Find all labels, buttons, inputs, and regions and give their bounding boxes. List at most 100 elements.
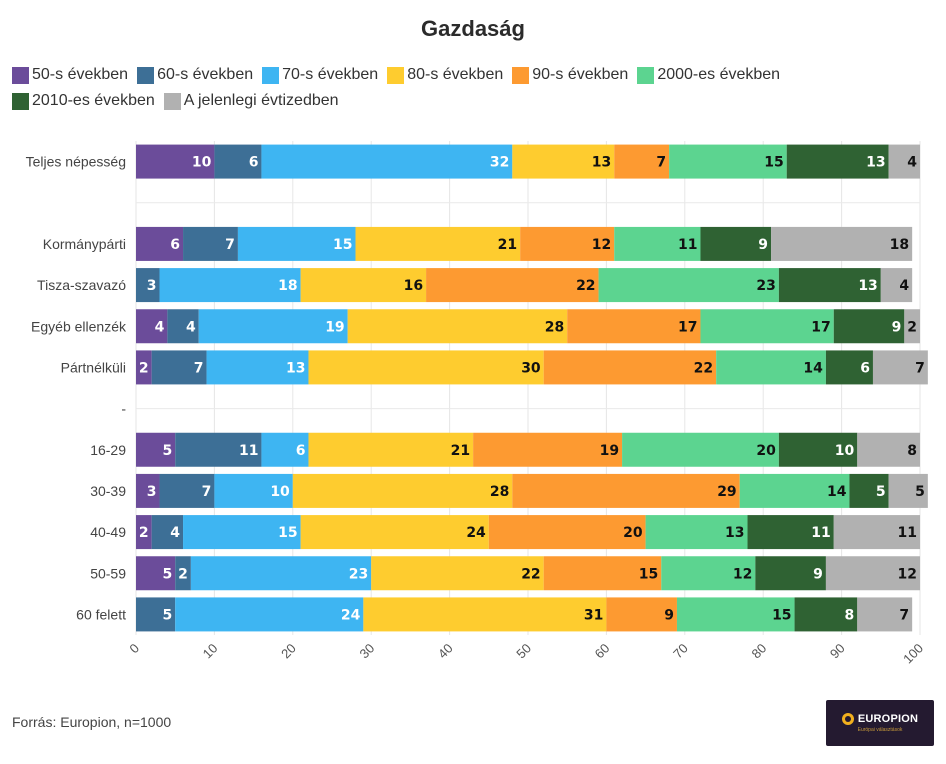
bar-segment[interactable] bbox=[778, 268, 881, 303]
europion-logo: EUROPION Európai választások bbox=[826, 700, 934, 746]
bar-segment[interactable] bbox=[645, 515, 748, 550]
legend-item[interactable]: 80-s években bbox=[387, 64, 503, 86]
legend-item[interactable]: 90-s években bbox=[512, 64, 628, 86]
bar-segment[interactable] bbox=[849, 473, 889, 508]
bar-segment[interactable] bbox=[661, 556, 756, 591]
data-label: 20 bbox=[623, 525, 643, 541]
bar-segment[interactable] bbox=[136, 473, 160, 508]
bar-segment[interactable] bbox=[857, 432, 920, 467]
bar-segment[interactable] bbox=[488, 515, 646, 550]
bar-segment[interactable] bbox=[136, 350, 152, 385]
bar-segment[interactable] bbox=[175, 432, 262, 467]
bar-segment[interactable] bbox=[426, 268, 599, 303]
bar-segment[interactable] bbox=[606, 597, 677, 632]
bar-segment[interactable] bbox=[136, 597, 176, 632]
bar-segment[interactable] bbox=[567, 309, 701, 344]
bar-segment[interactable] bbox=[183, 515, 301, 550]
bar-segment[interactable] bbox=[747, 515, 834, 550]
bar-segment[interactable] bbox=[716, 350, 826, 385]
data-label: 13 bbox=[592, 155, 611, 171]
data-label: 18 bbox=[278, 278, 297, 294]
bar-segment[interactable] bbox=[136, 556, 176, 591]
bar-segment[interactable] bbox=[175, 597, 364, 632]
bar-segment[interactable] bbox=[598, 268, 779, 303]
bar-segment[interactable] bbox=[198, 309, 348, 344]
category-label: Kormánypárti bbox=[43, 236, 126, 252]
bar-segment[interactable] bbox=[237, 226, 356, 261]
bar-segment[interactable] bbox=[136, 309, 168, 344]
bar-segment[interactable] bbox=[300, 268, 427, 303]
bar-segment[interactable] bbox=[833, 309, 905, 344]
bar-segment[interactable] bbox=[214, 144, 262, 179]
bar-segment[interactable] bbox=[300, 515, 489, 550]
bar-segment[interactable] bbox=[512, 144, 615, 179]
bar-segment[interactable] bbox=[700, 309, 834, 344]
bar-segment[interactable] bbox=[206, 350, 309, 385]
legend-item[interactable]: 70-s években bbox=[262, 64, 378, 86]
legend-label: 90-s években bbox=[532, 66, 629, 83]
bar-segment[interactable] bbox=[136, 432, 176, 467]
data-label: 7 bbox=[225, 237, 235, 253]
bar-segment[interactable] bbox=[543, 350, 717, 385]
bar-segment[interactable] bbox=[136, 515, 152, 550]
bar-segment[interactable] bbox=[167, 309, 199, 344]
bar-segment[interactable] bbox=[622, 432, 779, 467]
bar-segment[interactable] bbox=[214, 473, 293, 508]
bar-segment[interactable] bbox=[151, 350, 207, 385]
bar-segment[interactable] bbox=[614, 226, 701, 261]
bar-segment[interactable] bbox=[543, 556, 662, 591]
bar-segment[interactable] bbox=[190, 556, 372, 591]
bar-segment[interactable] bbox=[136, 144, 215, 179]
bar-segment[interactable] bbox=[888, 144, 920, 179]
bar-segment[interactable] bbox=[888, 473, 928, 508]
bar-segment[interactable] bbox=[669, 144, 787, 179]
bar-segment[interactable] bbox=[739, 473, 850, 508]
legend-item[interactable]: 60-s években bbox=[137, 64, 253, 86]
bar-segment[interactable] bbox=[676, 597, 795, 632]
bar-segment[interactable] bbox=[512, 473, 740, 508]
bar-segment[interactable] bbox=[363, 597, 607, 632]
bar-segment[interactable] bbox=[825, 556, 920, 591]
bar-segment[interactable] bbox=[308, 350, 544, 385]
bar-segment[interactable] bbox=[151, 515, 184, 550]
data-label: 11 bbox=[678, 237, 697, 253]
legend-item[interactable]: 2010-es években bbox=[12, 90, 155, 112]
bar-segment[interactable] bbox=[794, 597, 858, 632]
x-tick-label: 90 bbox=[827, 641, 848, 662]
data-label: 4 bbox=[907, 155, 917, 171]
bar-segment[interactable] bbox=[755, 556, 826, 591]
legend-item[interactable]: A jelenlegi évtizedben bbox=[163, 90, 339, 112]
bar-segment[interactable] bbox=[355, 226, 521, 261]
x-tick-label: 10 bbox=[200, 641, 221, 662]
bar-segment[interactable] bbox=[473, 432, 623, 467]
bar-segment[interactable] bbox=[292, 473, 513, 508]
bar-segment[interactable] bbox=[347, 309, 568, 344]
legend-item[interactable]: 2000-es években bbox=[637, 64, 780, 86]
bar-segment[interactable] bbox=[261, 432, 309, 467]
bar-segment[interactable] bbox=[880, 268, 913, 303]
bar-segment[interactable] bbox=[183, 226, 238, 261]
bar-segment[interactable] bbox=[159, 268, 301, 303]
bar-segment[interactable] bbox=[778, 432, 858, 467]
bar-segment[interactable] bbox=[904, 309, 920, 344]
legend-item[interactable]: 50-s években bbox=[12, 64, 128, 86]
bar-segment[interactable] bbox=[857, 597, 913, 632]
bar-segment[interactable] bbox=[825, 350, 873, 385]
bar-segment[interactable] bbox=[175, 556, 191, 591]
bar-segment[interactable] bbox=[771, 226, 913, 261]
category-label: 30-39 bbox=[90, 483, 126, 499]
bar-segment[interactable] bbox=[520, 226, 615, 261]
bar-segment[interactable] bbox=[159, 473, 215, 508]
bar-segment[interactable] bbox=[614, 144, 670, 179]
bar-segment[interactable] bbox=[308, 432, 474, 467]
bar-segment[interactable] bbox=[700, 226, 772, 261]
bar-segment[interactable] bbox=[872, 350, 928, 385]
bar-segment[interactable] bbox=[833, 515, 920, 550]
data-label: 11 bbox=[898, 525, 917, 541]
bar-segment[interactable] bbox=[136, 226, 184, 261]
data-label: 19 bbox=[325, 319, 344, 335]
bar-segment[interactable] bbox=[786, 144, 889, 179]
bar-segment[interactable] bbox=[261, 144, 513, 179]
bar-segment[interactable] bbox=[371, 556, 544, 591]
bar-segment[interactable] bbox=[136, 268, 160, 303]
